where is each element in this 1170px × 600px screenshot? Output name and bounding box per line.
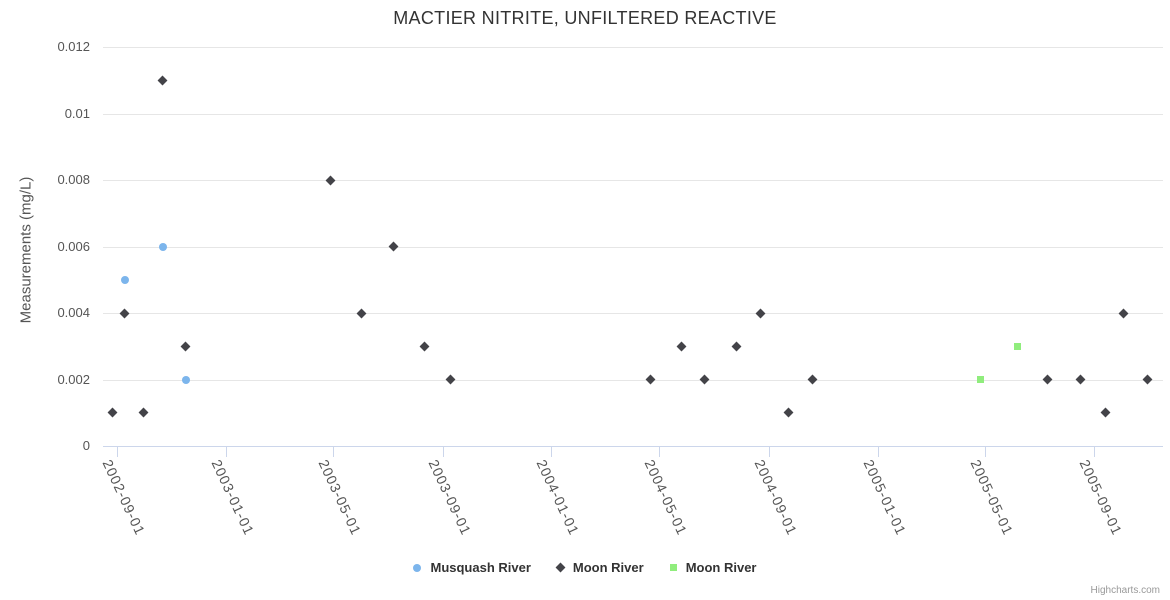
y-gridline	[103, 379, 1163, 381]
x-axis-tick-label: 2003-09-01	[425, 457, 475, 538]
data-point-diamond[interactable]	[445, 374, 456, 385]
data-point-diamond[interactable]	[1100, 407, 1110, 418]
y-gridline	[103, 113, 1163, 115]
x-axis-tick	[659, 447, 661, 457]
diamond-marker-icon	[555, 562, 566, 573]
legend-item-musquash-river[interactable]: Musquash River	[413, 560, 531, 575]
legend-item-moon-river-square[interactable]: Moon River	[669, 560, 757, 575]
y-gridline	[103, 47, 1163, 48]
y-gridline	[103, 246, 1163, 248]
data-point-diamond[interactable]	[699, 374, 710, 385]
x-axis-tick-label: 2002-09-01	[99, 457, 149, 538]
y-axis-tick-label: 0.002	[57, 371, 90, 387]
x-axis-tick-label: 2003-01-01	[208, 457, 258, 538]
legend: Musquash River Moon River Moon River	[0, 560, 1170, 575]
x-axis-tick	[551, 447, 553, 457]
x-axis-tick	[333, 447, 334, 457]
x-axis-tick	[877, 447, 879, 457]
data-point-diamond[interactable]	[325, 175, 336, 185]
square-marker-icon	[669, 564, 677, 571]
x-axis-tick	[226, 447, 228, 457]
x-axis-tick	[442, 447, 444, 457]
data-point-circle[interactable]	[158, 242, 167, 251]
y-axis-tick-label: 0	[82, 438, 90, 453]
data-point-diamond[interactable]	[1118, 308, 1129, 318]
legend-item-label: Moon River	[685, 560, 757, 575]
x-axis-tick	[768, 447, 770, 457]
x-axis-tick-label: 2005-01-01	[860, 457, 910, 538]
data-point-diamond[interactable]	[419, 341, 430, 352]
data-point-diamond[interactable]	[119, 308, 130, 318]
y-gridline	[103, 313, 1163, 314]
data-point-circle[interactable]	[181, 375, 190, 384]
data-point-diamond[interactable]	[356, 308, 367, 318]
x-axis-tick-label: 2005-09-01	[1076, 457, 1126, 538]
data-point-diamond[interactable]	[645, 374, 656, 385]
x-axis-tick	[1094, 447, 1096, 457]
x-axis-tick-label: 2004-05-01	[641, 457, 691, 538]
data-point-diamond[interactable]	[807, 374, 818, 385]
highcharts-credits-link[interactable]: Highcharts.com	[1090, 585, 1160, 596]
y-axis-tick-label: 0.008	[57, 172, 90, 187]
x-axis-tick	[984, 447, 986, 457]
data-point-diamond[interactable]	[388, 241, 399, 252]
x-axis-tick-label: 2003-05-01	[315, 457, 365, 538]
x-axis-tick-label: 2004-01-01	[533, 457, 583, 538]
data-point-diamond[interactable]	[180, 341, 190, 352]
data-point-diamond[interactable]	[731, 341, 742, 352]
y-axis-tick-label: 0.01	[64, 105, 90, 121]
data-point-diamond[interactable]	[755, 308, 766, 318]
x-axis-line	[103, 446, 1163, 447]
data-point-circle[interactable]	[121, 275, 130, 284]
data-point-diamond[interactable]	[1043, 374, 1053, 385]
circle-marker-icon	[413, 563, 422, 572]
y-axis-tick-label: 0.004	[57, 305, 90, 320]
legend-item-label: Musquash River	[430, 560, 531, 575]
legend-item-label: Moon River	[572, 560, 644, 575]
data-point-diamond[interactable]	[676, 341, 687, 352]
data-point-diamond[interactable]	[157, 75, 168, 86]
data-point-diamond[interactable]	[1076, 374, 1086, 385]
data-point-diamond[interactable]	[1142, 374, 1153, 385]
data-point-diamond[interactable]	[783, 407, 794, 418]
y-gridline	[103, 180, 1163, 181]
data-point-diamond[interactable]	[138, 407, 149, 418]
data-point-diamond[interactable]	[107, 407, 118, 418]
y-axis-tick-label: 0.006	[57, 238, 90, 254]
x-axis-tick-label: 2005-05-01	[967, 457, 1017, 538]
x-axis-tick	[117, 447, 119, 457]
data-point-square[interactable]	[976, 376, 984, 383]
data-point-square[interactable]	[1014, 342, 1022, 350]
legend-item-moon-river-diamond[interactable]: Moon River	[555, 560, 644, 575]
chart-title: MACTIER NITRITE, UNFILTERED REACTIVE	[393, 8, 777, 28]
plot-area	[103, 47, 1163, 457]
x-axis-tick-label: 2004-09-01	[751, 457, 801, 538]
y-axis-tick-label: 0.012	[57, 39, 90, 54]
